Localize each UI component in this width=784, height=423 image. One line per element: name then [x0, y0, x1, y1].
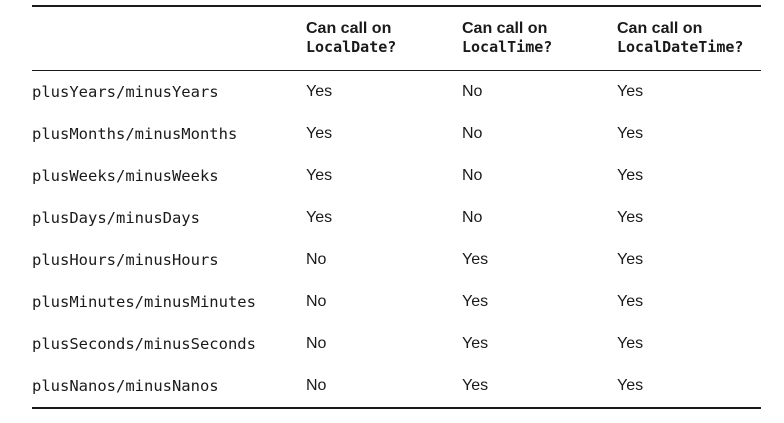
- table-row: plusHours/minusHours No Yes Yes: [32, 239, 761, 281]
- localdate-value: No: [306, 293, 327, 310]
- method-name: plusDays/minusDays: [32, 209, 200, 227]
- method-name: plusWeeks/minusWeeks: [32, 167, 219, 185]
- table-row: plusNanos/minusNanos No Yes Yes: [32, 365, 761, 407]
- table-row: plusMonths/minusMonths Yes No Yes: [32, 113, 761, 155]
- localtime-value: No: [462, 167, 483, 184]
- table-row: plusWeeks/minusWeeks Yes No Yes: [32, 155, 761, 197]
- table-header-rule: [32, 70, 761, 71]
- localdate-value: No: [306, 251, 327, 268]
- table-row: plusDays/minusDays Yes No Yes: [32, 197, 761, 239]
- localdatetime-value: Yes: [617, 209, 644, 226]
- localdatetime-value: Yes: [617, 377, 644, 394]
- localtime-value: No: [462, 83, 483, 100]
- method-name: plusHours/minusHours: [32, 251, 219, 269]
- method-support-table: Can call on LocalDate? Can call on Local…: [32, 5, 761, 409]
- localtime-value: Yes: [462, 251, 489, 268]
- localtime-value: Yes: [462, 293, 489, 310]
- method-name: plusNanos/minusNanos: [32, 377, 219, 395]
- localdatetime-value: Yes: [617, 167, 644, 184]
- header-localdatetime-line1: Can call on: [617, 20, 703, 37]
- localdate-value: Yes: [306, 83, 333, 100]
- localdatetime-value: Yes: [617, 125, 644, 142]
- header-localtime-line2: LocalTime?: [462, 38, 553, 56]
- localdatetime-value: Yes: [617, 83, 644, 100]
- method-name: plusYears/minusYears: [32, 83, 219, 101]
- localdatetime-value: Yes: [617, 251, 644, 268]
- header-localtime-line1: Can call on: [462, 20, 548, 37]
- header-localdate: Can call on LocalDate?: [306, 19, 396, 57]
- method-name: plusMinutes/minusMinutes: [32, 293, 256, 311]
- localdate-value: No: [306, 335, 327, 352]
- table-row: plusSeconds/minusSeconds No Yes Yes: [32, 323, 761, 365]
- table-body: plusYears/minusYears Yes No Yes plusMont…: [32, 71, 761, 407]
- header-localdate-line2: LocalDate?: [306, 38, 397, 56]
- localtime-value: Yes: [462, 335, 489, 352]
- method-name: plusMonths/minusMonths: [32, 125, 238, 143]
- localdate-value: Yes: [306, 167, 333, 184]
- method-name: plusSeconds/minusSeconds: [32, 335, 256, 353]
- localtime-value: No: [462, 209, 483, 226]
- localdate-value: No: [306, 377, 327, 394]
- table-top-rule: [32, 5, 761, 7]
- table-header-row: Can call on LocalDate? Can call on Local…: [32, 7, 761, 70]
- localdatetime-value: Yes: [617, 335, 644, 352]
- localtime-value: Yes: [462, 377, 489, 394]
- table-row: plusYears/minusYears Yes No Yes: [32, 71, 761, 113]
- table-bottom-rule: [32, 407, 761, 409]
- localdate-value: Yes: [306, 209, 333, 226]
- table-row: plusMinutes/minusMinutes No Yes Yes: [32, 281, 761, 323]
- header-localdatetime: Can call on LocalDateTime?: [617, 19, 743, 57]
- localdate-value: Yes: [306, 125, 333, 142]
- header-localdate-line1: Can call on: [306, 20, 392, 37]
- header-localdatetime-line2: LocalDateTime?: [617, 38, 744, 56]
- localdatetime-value: Yes: [617, 293, 644, 310]
- header-localtime: Can call on LocalTime?: [462, 19, 552, 57]
- localtime-value: No: [462, 125, 483, 142]
